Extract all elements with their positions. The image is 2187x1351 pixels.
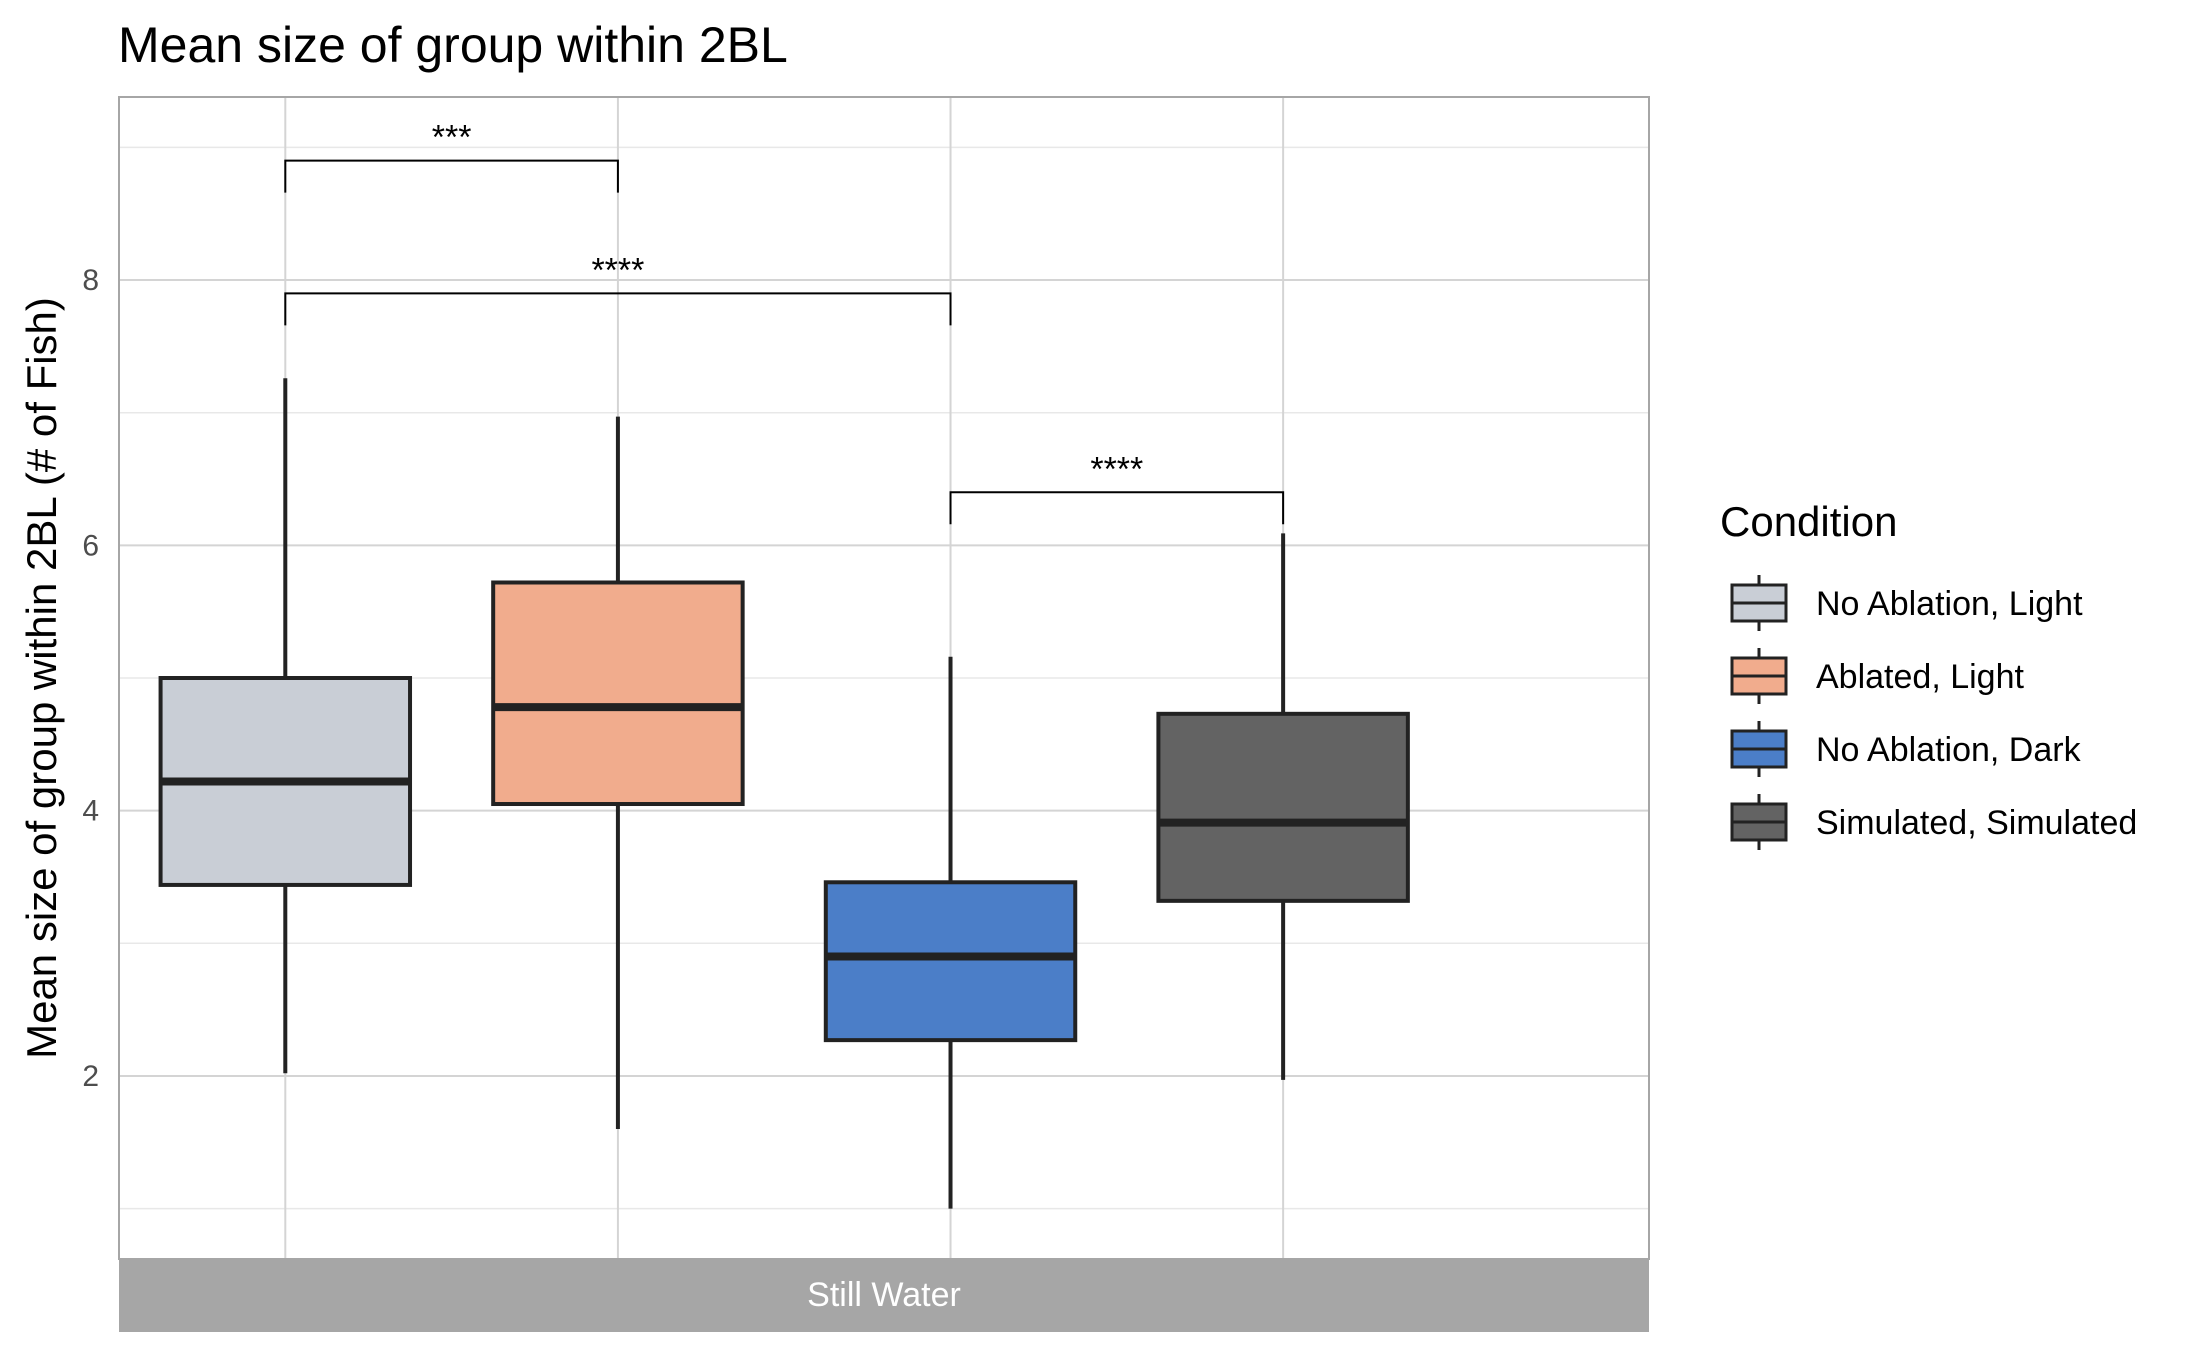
legend-item: No Ablation, Dark xyxy=(1730,721,2082,777)
bracket-line xyxy=(284,292,952,326)
significance-bracket: **** xyxy=(949,450,1285,525)
significance-bracket: *** xyxy=(284,119,619,193)
significance-bracket: **** xyxy=(284,251,952,326)
legend-item: Ablated, Light xyxy=(1730,648,2024,704)
legend-item: No Ablation, Light xyxy=(1730,575,2083,631)
chart-title: Mean size of group within 2BL xyxy=(118,17,788,73)
legend-label: Ablated, Light xyxy=(1816,658,2024,696)
box-iqr xyxy=(823,880,1078,1043)
y-tick-label: 2 xyxy=(82,1060,99,1093)
y-tick-label: 4 xyxy=(82,795,99,828)
significance-label: *** xyxy=(432,119,472,157)
facet-strip xyxy=(119,1259,1649,1332)
bracket-line xyxy=(284,159,619,193)
y-tick-label: 6 xyxy=(82,529,99,562)
legend-item: Simulated, Simulated xyxy=(1730,794,2137,850)
legend-label: No Ablation, Light xyxy=(1816,585,2083,623)
box-layer xyxy=(158,378,1410,1209)
legend-label: No Ablation, Dark xyxy=(1816,731,2082,769)
legend: No Ablation, Light Ablated, Light No Ablat… xyxy=(1730,575,2137,850)
boxplot-4 xyxy=(1156,533,1410,1080)
significance-layer: *********** xyxy=(284,119,1285,525)
significance-label: **** xyxy=(1090,450,1143,488)
boxplot-3 xyxy=(823,656,1078,1209)
y-axis-label: Mean size of group within 2BL (# of Fish… xyxy=(18,297,65,1059)
legend-title: Condition xyxy=(1720,498,1897,545)
significance-label: **** xyxy=(591,251,644,289)
legend-label: Simulated, Simulated xyxy=(1816,804,2137,842)
y-tick-label: 8 xyxy=(82,264,99,297)
boxplot-1 xyxy=(158,378,413,1074)
facet-strip-label: Still Water xyxy=(807,1276,961,1314)
boxplot-2 xyxy=(491,416,745,1130)
box-iqr xyxy=(491,580,745,807)
y-tick-labels: 2 4 6 8 xyxy=(82,264,99,1093)
box-iqr xyxy=(1156,711,1410,903)
bracket-line xyxy=(949,491,1285,525)
